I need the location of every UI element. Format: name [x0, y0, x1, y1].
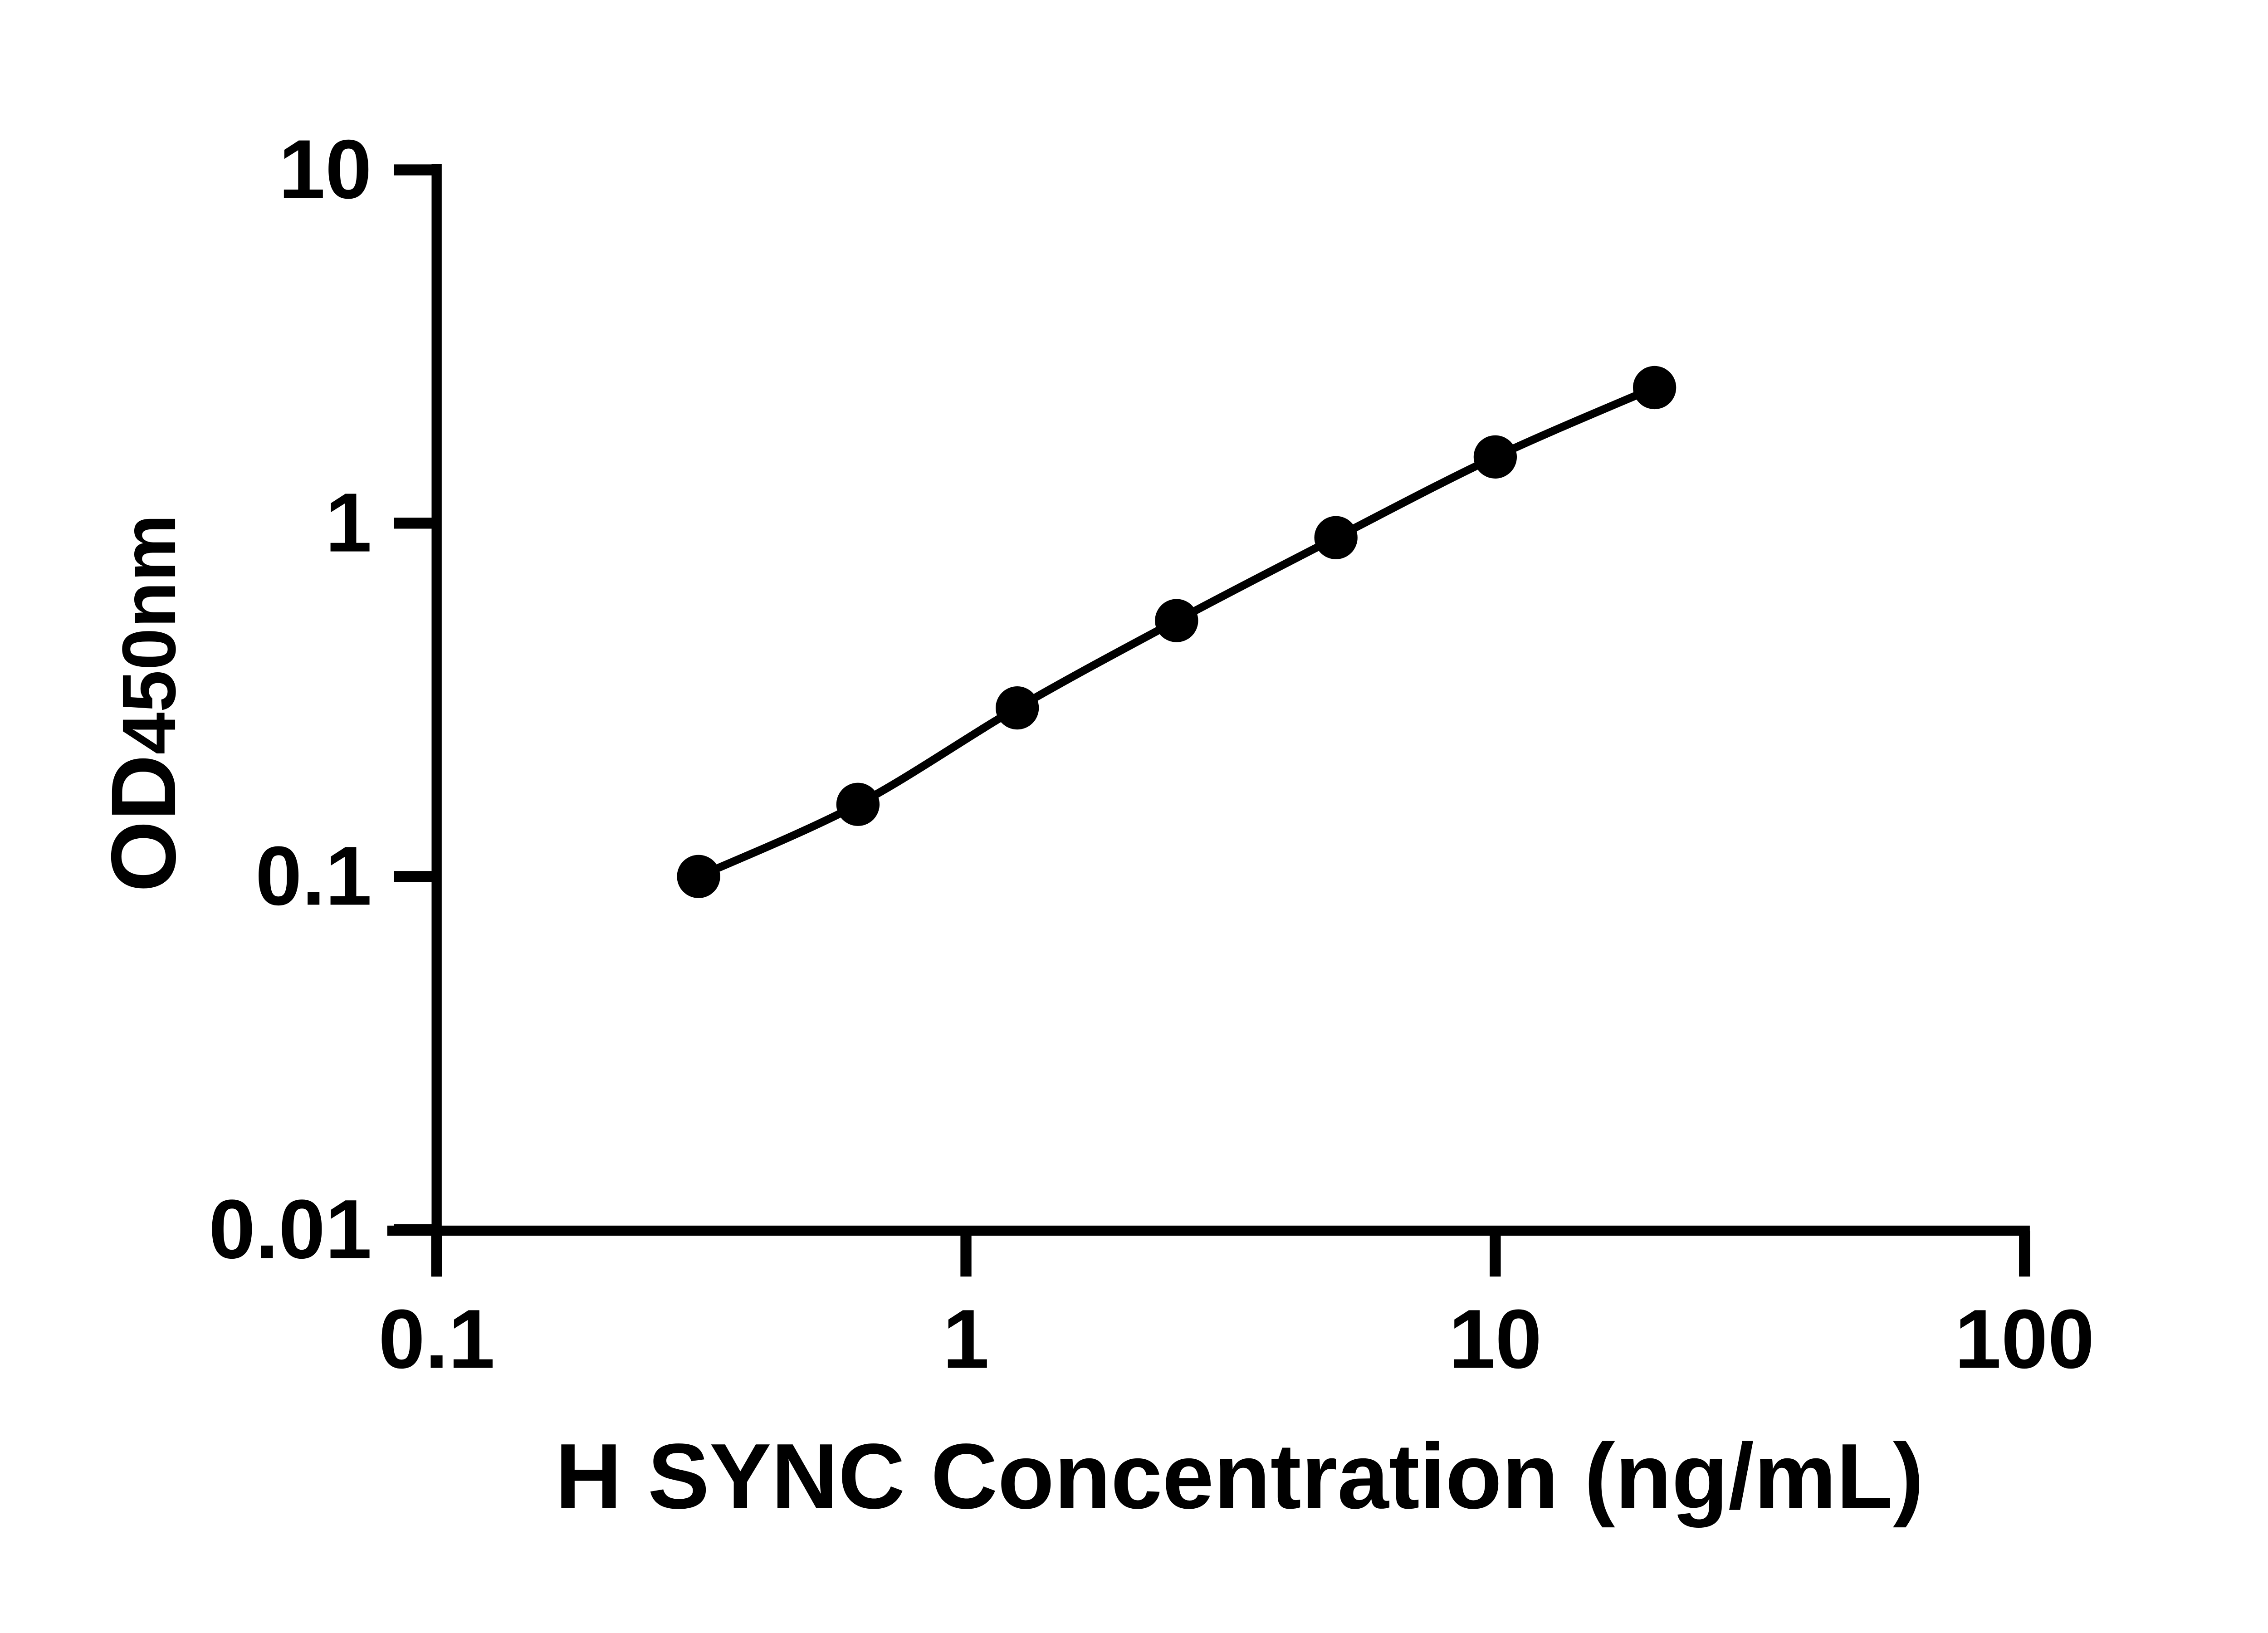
data-point-markers — [677, 366, 1677, 898]
y-tick-label: 0.01 — [209, 1183, 372, 1276]
data-point-marker — [1314, 516, 1358, 559]
x-tick-label: 10 — [1449, 1292, 1542, 1386]
data-point-marker — [1633, 366, 1677, 410]
y-tick-label: 10 — [279, 123, 372, 216]
data-point-marker — [836, 782, 880, 826]
y-axis-tick-labels: 10 1 0.1 0.01 — [209, 123, 372, 1276]
data-point-marker — [677, 855, 720, 898]
y-axis-title-subscript: 450nm — [107, 514, 191, 754]
x-axis-tick-labels: 0.1 1 10 100 — [378, 1292, 2094, 1386]
data-point-marker — [1473, 435, 1517, 479]
y-tick-label: 1 — [325, 476, 372, 570]
x-tick-label: 100 — [1955, 1292, 2094, 1386]
x-tick-label: 1 — [943, 1292, 989, 1386]
data-point-marker — [995, 686, 1039, 730]
data-series — [677, 366, 1677, 898]
y-axis-title-main: OD — [92, 754, 195, 892]
y-tick-label: 0.1 — [255, 829, 372, 923]
x-axis-ticks — [431, 1231, 2030, 1277]
y-axis-ticks — [394, 164, 437, 1236]
x-axis-title: H SYNC Concentration (ng/mL) — [555, 1425, 1924, 1528]
y-axis-title: OD450nm — [92, 514, 195, 892]
data-point-marker — [1155, 599, 1198, 642]
x-tick-label: 0.1 — [378, 1292, 495, 1386]
